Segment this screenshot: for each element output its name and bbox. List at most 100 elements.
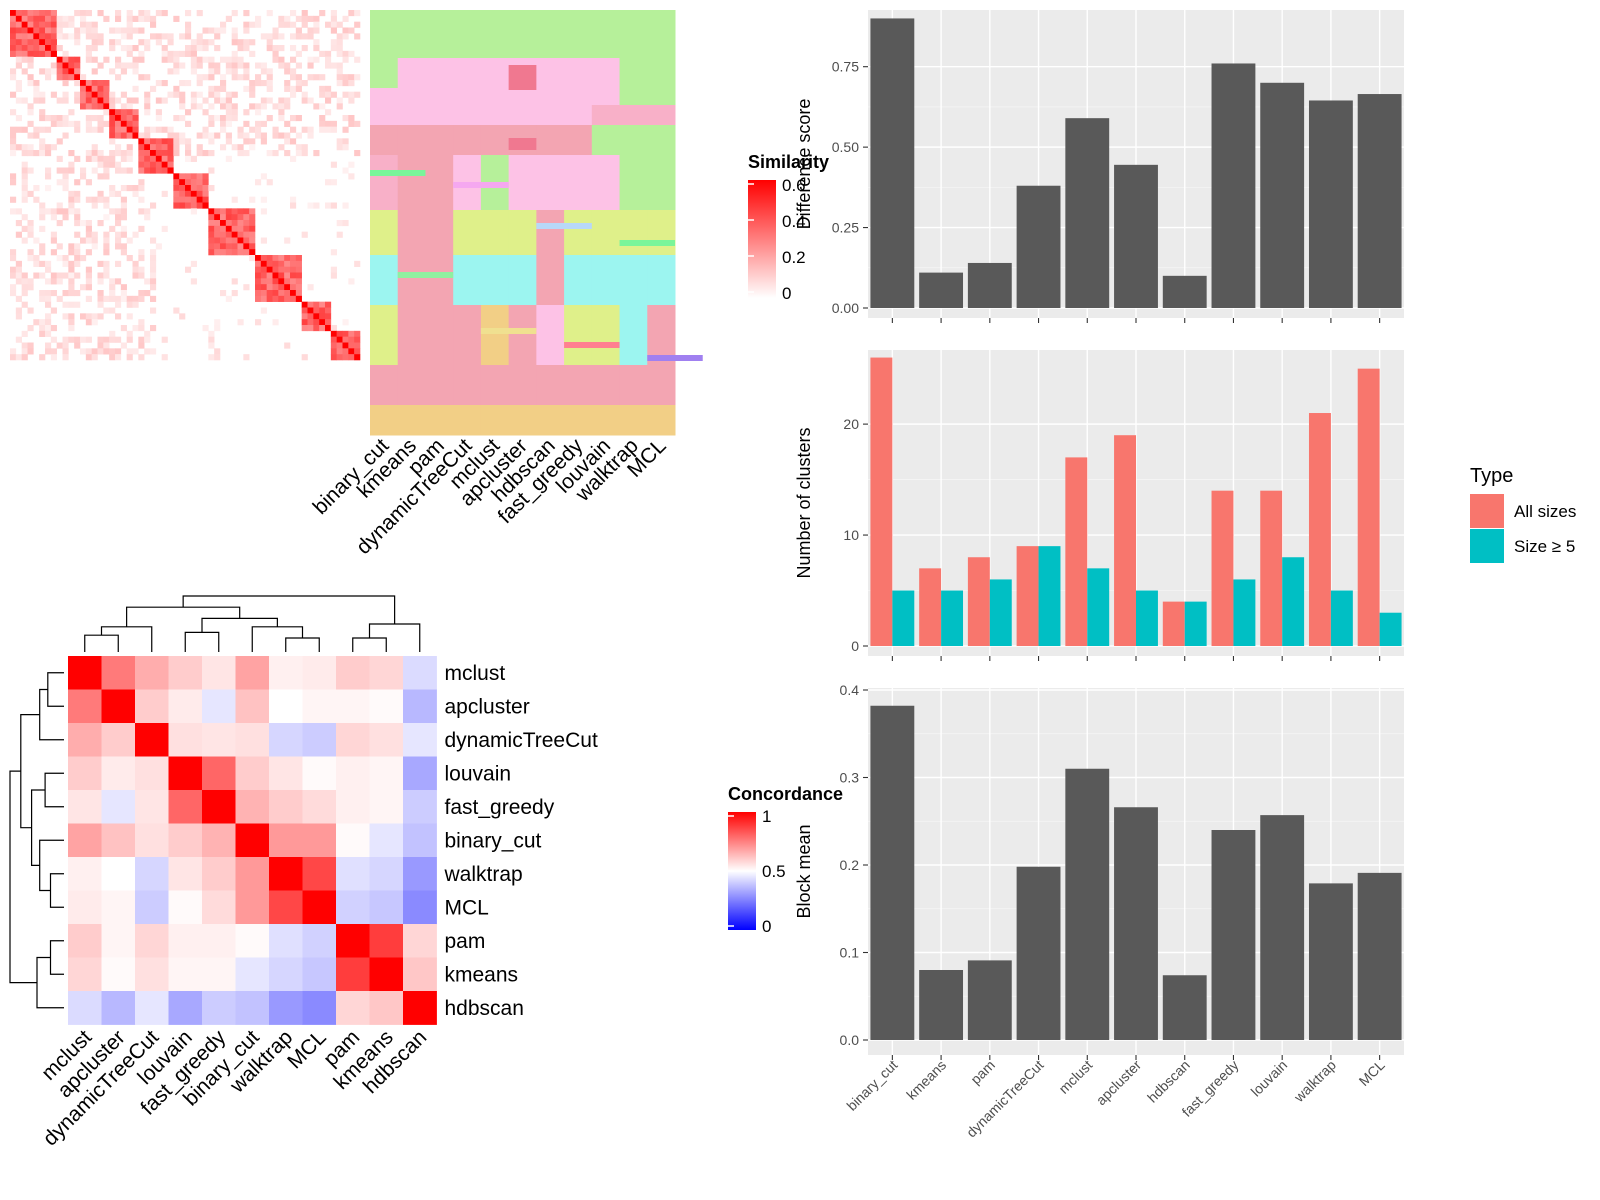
concordance-cell bbox=[269, 957, 303, 992]
similarity-legend-tick: 0.2 bbox=[782, 248, 806, 267]
concordance-cell bbox=[302, 689, 337, 724]
bar bbox=[1065, 118, 1110, 308]
x-tick-label: binary_cut bbox=[843, 1057, 900, 1114]
concordance-cell bbox=[403, 890, 437, 925]
concordance-cell bbox=[202, 790, 236, 824]
legend-label-all-sizes: All sizes bbox=[1514, 502, 1576, 521]
concordance-cell bbox=[369, 790, 404, 824]
concordance-cell bbox=[336, 857, 370, 891]
concordance-cell bbox=[168, 723, 203, 757]
bar bbox=[1114, 164, 1158, 308]
x-tick-label: pam bbox=[967, 1057, 998, 1088]
concordance-cell bbox=[269, 689, 303, 724]
concordance-cell bbox=[336, 790, 370, 824]
concordance-cell bbox=[101, 790, 136, 824]
concordance-cell bbox=[403, 756, 437, 791]
concordance-row-label: apcluster bbox=[445, 695, 530, 718]
concordance-cell bbox=[202, 756, 236, 791]
concordance-cell bbox=[68, 723, 102, 757]
y-tick-label: 0.1 bbox=[840, 945, 860, 961]
concordance-row-label: dynamicTreeCut bbox=[445, 729, 598, 752]
concordance-cell bbox=[101, 890, 136, 925]
concordance-cell bbox=[403, 991, 437, 1025]
concordance-cell bbox=[235, 790, 270, 824]
concordance-cell bbox=[135, 857, 169, 891]
y-tick-label: 0.00 bbox=[832, 300, 859, 316]
y-tick-label: 0.2 bbox=[840, 857, 860, 873]
bar bbox=[1260, 815, 1305, 1040]
concordance-cell bbox=[403, 689, 437, 724]
concordance-cell bbox=[403, 656, 437, 690]
concordance-cell bbox=[269, 857, 303, 891]
concordance-cell bbox=[369, 957, 404, 992]
y-axis-title: Number of clusters bbox=[794, 427, 814, 578]
concordance-column-labels: mclustapclusterdynamicTreeCutlouvainfast… bbox=[37, 1025, 431, 1150]
concordance-cell bbox=[168, 957, 203, 992]
concordance-cell bbox=[369, 756, 404, 791]
concordance-cell bbox=[202, 957, 236, 992]
similarity-legend-gradient bbox=[748, 180, 776, 298]
bar bbox=[967, 960, 1012, 1040]
x-tick-label: apcluster bbox=[1093, 1057, 1145, 1109]
y-tick-label: 0.50 bbox=[832, 139, 859, 155]
concordance-cell bbox=[369, 890, 404, 925]
concordance-cell bbox=[336, 756, 370, 791]
concordance-cell bbox=[101, 991, 136, 1025]
concordance-cell bbox=[202, 823, 236, 858]
concordance-cell bbox=[168, 756, 203, 791]
concordance-cell bbox=[235, 924, 270, 958]
bar bbox=[1211, 830, 1256, 1040]
x-tick-label: MCL bbox=[1356, 1057, 1388, 1089]
concordance-cell bbox=[168, 857, 203, 891]
concordance-cell bbox=[369, 924, 404, 958]
bar-all-sizes bbox=[1016, 546, 1039, 646]
concordance-dendrogram bbox=[9, 595, 421, 1009]
concordance-cell bbox=[68, 857, 102, 891]
concordance-cell bbox=[68, 890, 102, 925]
similarity-legend-tick: 0.6 bbox=[782, 176, 806, 195]
concordance-cell bbox=[235, 957, 270, 992]
concordance-cell bbox=[336, 991, 370, 1025]
concordance-row-label: kmeans bbox=[445, 963, 519, 986]
partition-heatmap bbox=[370, 10, 703, 436]
concordance-cell bbox=[269, 656, 303, 690]
x-tick-label: walktrap bbox=[1290, 1057, 1339, 1106]
concordance-cell bbox=[135, 924, 169, 958]
bar-size-ge5 bbox=[989, 579, 1012, 646]
y-axis-title: Difference score bbox=[794, 99, 814, 230]
bar-size-ge5 bbox=[1136, 590, 1158, 646]
concordance-cell bbox=[269, 924, 303, 958]
concordance-cell bbox=[235, 656, 270, 690]
concordance-cell bbox=[168, 790, 203, 824]
concordance-cell bbox=[235, 857, 270, 891]
bar bbox=[967, 262, 1012, 308]
concordance-cell bbox=[235, 723, 270, 757]
partition-column-labels: binary_cutkmeanspamdynamicTreeCutmclusta… bbox=[309, 434, 671, 559]
concordance-cell bbox=[101, 857, 136, 891]
concordance-cell bbox=[168, 689, 203, 724]
concordance-cell bbox=[302, 924, 337, 958]
concordance-cell bbox=[168, 924, 203, 958]
concordance-cell bbox=[68, 991, 102, 1025]
y-tick-label: 0.3 bbox=[840, 770, 860, 786]
concordance-legend-tick: 0 bbox=[762, 917, 771, 936]
concordance-cell bbox=[135, 890, 169, 925]
bar-size-ge5 bbox=[1087, 568, 1110, 646]
concordance-cell bbox=[369, 656, 404, 690]
concordance-cell bbox=[302, 890, 337, 925]
concordance-cell bbox=[202, 656, 236, 690]
bar bbox=[1016, 185, 1061, 308]
concordance-cell bbox=[68, 957, 102, 992]
bar bbox=[1308, 100, 1353, 308]
concordance-cell bbox=[135, 689, 169, 724]
concordance-cell bbox=[168, 991, 203, 1025]
concordance-cell bbox=[168, 656, 203, 690]
bar-all-sizes bbox=[967, 557, 990, 646]
concordance-heatmap bbox=[68, 656, 437, 1025]
y-tick-label: 20 bbox=[843, 416, 859, 432]
bar-size-ge5 bbox=[1233, 579, 1256, 646]
bar-all-sizes bbox=[1260, 490, 1283, 646]
concordance-row-labels: mclust apcluster dynamicTreeCut louvain fast… bbox=[444, 662, 598, 1020]
concordance-row-label: fast_greedy bbox=[445, 796, 555, 819]
